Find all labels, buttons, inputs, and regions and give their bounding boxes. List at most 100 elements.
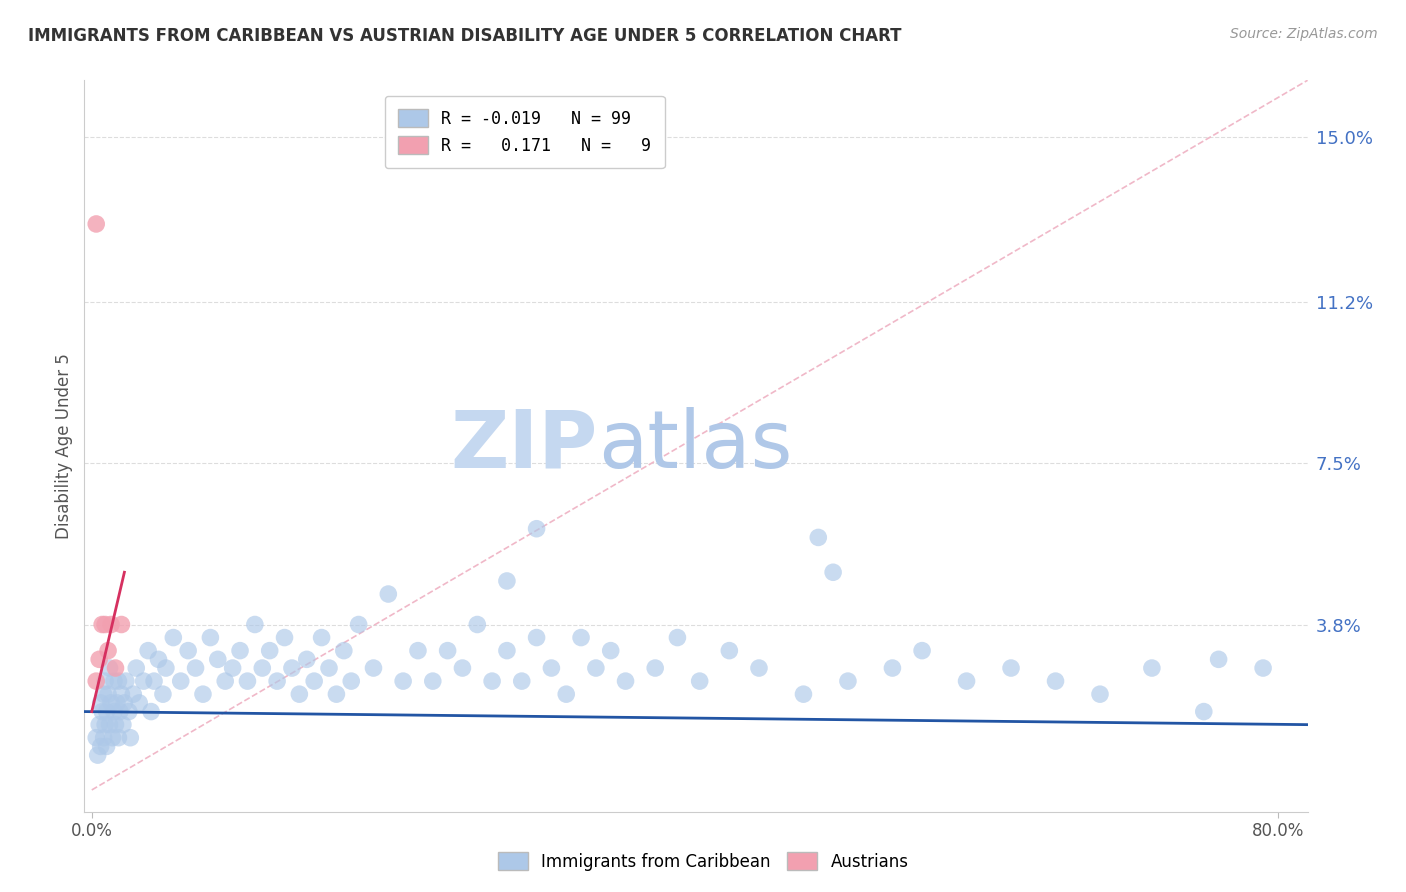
Point bbox=[1000, 661, 1022, 675]
Point bbox=[91, 617, 114, 632]
Text: IMMIGRANTS FROM CARIBBEAN VS AUSTRIAN DISABILITY AGE UNDER 5 CORRELATION CHART: IMMIGRANTS FROM CARIBBEAN VS AUSTRIAN DI… bbox=[28, 27, 901, 45]
Point bbox=[1251, 661, 1274, 675]
Point bbox=[496, 643, 519, 657]
Point bbox=[333, 643, 356, 657]
Point bbox=[90, 739, 112, 754]
Point bbox=[94, 617, 117, 632]
Point bbox=[496, 574, 519, 588]
Point bbox=[644, 661, 666, 675]
Point bbox=[139, 705, 162, 719]
Point bbox=[236, 674, 259, 689]
Point bbox=[666, 631, 689, 645]
Point bbox=[100, 617, 122, 632]
Point bbox=[837, 674, 859, 689]
Point bbox=[347, 617, 370, 632]
Point bbox=[148, 652, 170, 666]
Point bbox=[110, 617, 132, 632]
Point bbox=[807, 530, 830, 544]
Point bbox=[111, 717, 134, 731]
Point bbox=[96, 705, 118, 719]
Point bbox=[84, 217, 107, 231]
Point bbox=[115, 674, 138, 689]
Point bbox=[266, 674, 288, 689]
Point bbox=[98, 661, 121, 675]
Point bbox=[108, 705, 131, 719]
Point bbox=[569, 631, 592, 645]
Text: ZIP: ZIP bbox=[451, 407, 598, 485]
Point bbox=[259, 643, 281, 657]
Point bbox=[295, 652, 318, 666]
Point bbox=[97, 687, 120, 701]
Point bbox=[125, 661, 148, 675]
Point bbox=[406, 643, 429, 657]
Point bbox=[318, 661, 340, 675]
Point bbox=[392, 674, 415, 689]
Point bbox=[93, 731, 115, 745]
Point bbox=[89, 717, 111, 731]
Point bbox=[526, 522, 548, 536]
Point bbox=[599, 643, 621, 657]
Point bbox=[481, 674, 503, 689]
Point bbox=[377, 587, 399, 601]
Point bbox=[302, 674, 325, 689]
Point bbox=[436, 643, 458, 657]
Point bbox=[273, 631, 295, 645]
Point bbox=[104, 717, 127, 731]
Point bbox=[311, 631, 333, 645]
Point bbox=[465, 617, 488, 632]
Point bbox=[911, 643, 934, 657]
Point bbox=[103, 705, 125, 719]
Point bbox=[792, 687, 814, 701]
Point bbox=[882, 661, 904, 675]
Point bbox=[107, 674, 129, 689]
Point bbox=[122, 687, 145, 701]
Point bbox=[120, 731, 142, 745]
Point bbox=[555, 687, 578, 701]
Point bbox=[243, 617, 266, 632]
Point bbox=[107, 731, 129, 745]
Point bbox=[110, 687, 132, 701]
Point bbox=[184, 661, 207, 675]
Point bbox=[363, 661, 385, 675]
Point bbox=[823, 566, 845, 580]
Point bbox=[288, 687, 311, 701]
Point bbox=[1208, 652, 1230, 666]
Point bbox=[191, 687, 214, 701]
Point bbox=[340, 674, 363, 689]
Point bbox=[1045, 674, 1067, 689]
Point bbox=[97, 643, 120, 657]
Point bbox=[94, 674, 117, 689]
Point bbox=[614, 674, 637, 689]
Point bbox=[103, 674, 125, 689]
Point bbox=[90, 696, 112, 710]
Point bbox=[955, 674, 977, 689]
Point bbox=[100, 696, 122, 710]
Point bbox=[585, 661, 607, 675]
Legend: Immigrants from Caribbean, Austrians: Immigrants from Caribbean, Austrians bbox=[489, 844, 917, 880]
Point bbox=[118, 705, 141, 719]
Point bbox=[1088, 687, 1111, 701]
Point bbox=[689, 674, 711, 689]
Point bbox=[510, 674, 533, 689]
Point bbox=[229, 643, 252, 657]
Point bbox=[207, 652, 229, 666]
Text: atlas: atlas bbox=[598, 407, 793, 485]
Y-axis label: Disability Age Under 5: Disability Age Under 5 bbox=[55, 353, 73, 539]
Point bbox=[170, 674, 193, 689]
Point bbox=[128, 696, 150, 710]
Point bbox=[155, 661, 177, 675]
Point bbox=[96, 739, 118, 754]
Point bbox=[91, 705, 114, 719]
Point bbox=[526, 631, 548, 645]
Point bbox=[200, 631, 222, 645]
Point bbox=[152, 687, 174, 701]
Point bbox=[748, 661, 770, 675]
Point bbox=[162, 631, 184, 645]
Point bbox=[101, 731, 124, 745]
Legend: R = -0.019   N = 99, R =   0.171   N =   9: R = -0.019 N = 99, R = 0.171 N = 9 bbox=[385, 96, 665, 169]
Point bbox=[221, 661, 243, 675]
Point bbox=[84, 674, 107, 689]
Text: Source: ZipAtlas.com: Source: ZipAtlas.com bbox=[1230, 27, 1378, 41]
Point bbox=[451, 661, 474, 675]
Point bbox=[252, 661, 274, 675]
